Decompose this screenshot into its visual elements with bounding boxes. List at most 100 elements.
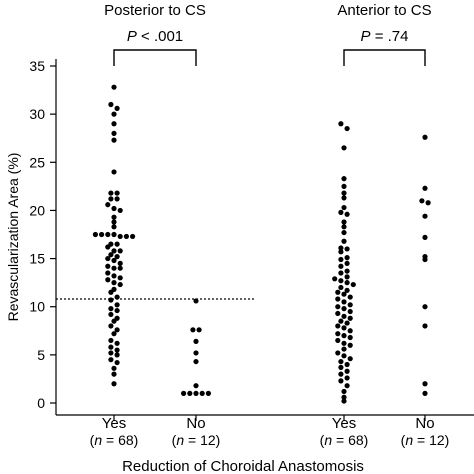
- significance-bracket-1: [343, 49, 426, 66]
- n-label-part: (: [172, 432, 177, 448]
- data-point: [338, 364, 344, 370]
- significance-bracket-0: [113, 49, 197, 66]
- data-point: [193, 350, 199, 356]
- data-point: [193, 383, 199, 389]
- data-point: [335, 323, 341, 329]
- data-point: [193, 390, 199, 396]
- plot-axes: [55, 59, 474, 416]
- data-point: [99, 231, 105, 238]
- data-point: [338, 278, 344, 284]
- data-point: [108, 311, 114, 318]
- n-label-part: = 68): [102, 432, 138, 448]
- data-point: [341, 398, 347, 404]
- x-category-labels: Yes(n = 68)No(n = 12)Yes(n = 68)No(n = 1…: [90, 415, 450, 448]
- group-n-label-1-1: (n = 12): [401, 432, 450, 448]
- data-points: [92, 84, 431, 404]
- p-symbol: P: [361, 28, 371, 45]
- data-point: [338, 270, 344, 276]
- data-point: [419, 198, 425, 204]
- data-point: [123, 233, 129, 240]
- data-point: [338, 249, 344, 255]
- group-label-1-0: Yes: [332, 415, 356, 432]
- data-point: [347, 356, 353, 362]
- data-point: [114, 347, 120, 353]
- data-point: [344, 287, 350, 293]
- data-point: [117, 275, 123, 281]
- n-label-part: (: [90, 432, 95, 448]
- data-point: [344, 274, 350, 280]
- data-point: [338, 371, 344, 377]
- data-point: [111, 286, 117, 292]
- data-point: [422, 134, 428, 140]
- data-point: [341, 291, 347, 297]
- data-point: [422, 323, 428, 329]
- n-label-part: = 68): [332, 432, 368, 448]
- data-point: [193, 338, 199, 344]
- data-point: [111, 273, 117, 279]
- x-axis-label: Reduction of Choroidal Anastomosis: [122, 458, 364, 474]
- data-point: [338, 284, 344, 291]
- data-point: [114, 294, 120, 300]
- group-label-1-1: No: [415, 415, 434, 432]
- y-tick-label-0: 0: [37, 395, 45, 411]
- data-point: [111, 111, 117, 117]
- data-point: [114, 352, 120, 358]
- data-point: [341, 224, 347, 230]
- y-tick-group: 0 5 10 15 20 25 30 35: [29, 58, 56, 411]
- data-point: [341, 353, 347, 359]
- data-point: [347, 328, 353, 334]
- data-point: [111, 205, 117, 212]
- n-label-part: (: [401, 432, 406, 448]
- y-tick-label-30: 30: [29, 106, 45, 122]
- n-label-part: (: [320, 432, 325, 448]
- data-point: [114, 302, 120, 308]
- p-value-text: = .74: [371, 28, 409, 45]
- n-label-part: n: [94, 432, 102, 448]
- data-point: [341, 394, 347, 400]
- data-point: [111, 265, 117, 271]
- data-point: [338, 378, 344, 384]
- data-point: [347, 294, 353, 300]
- data-point: [108, 241, 114, 247]
- panel-headers: Posterior to CS P < .001 Anterior to CS P =…: [104, 2, 432, 66]
- data-point: [347, 334, 353, 341]
- p-symbol: P: [127, 28, 137, 45]
- data-point: [341, 306, 347, 312]
- data-point: [347, 308, 353, 315]
- data-point: [344, 383, 350, 389]
- y-tick-label-10: 10: [29, 299, 45, 315]
- data-point: [114, 315, 120, 321]
- data-point: [341, 219, 347, 225]
- data-point: [105, 270, 111, 276]
- data-point: [193, 298, 199, 304]
- data-point: [114, 190, 120, 196]
- data-point: [193, 358, 199, 365]
- data-point: [341, 176, 347, 182]
- data-point: [108, 357, 114, 363]
- data-point: [117, 260, 123, 266]
- data-point: [341, 190, 347, 196]
- n-label-part: n: [405, 432, 413, 448]
- data-point: [108, 252, 114, 258]
- data-point: [422, 213, 428, 219]
- data-point: [350, 281, 356, 288]
- data-point: [111, 381, 117, 387]
- p-value-label-1: P = .74: [361, 28, 409, 45]
- group-label-0-0: Yes: [102, 415, 126, 432]
- data-point: [341, 346, 347, 352]
- data-point: [344, 368, 350, 374]
- data-point: [111, 121, 117, 127]
- data-point: [347, 342, 353, 348]
- data-point: [114, 340, 120, 346]
- data-point: [114, 254, 120, 260]
- data-point: [338, 263, 344, 269]
- data-point: [108, 344, 114, 350]
- data-point: [117, 207, 123, 214]
- data-point: [341, 229, 347, 236]
- data-point: [130, 233, 136, 240]
- data-point: [108, 323, 114, 329]
- data-point: [338, 209, 344, 215]
- data-point: [335, 310, 341, 317]
- data-point: [117, 265, 123, 271]
- group-label-0-1: No: [186, 415, 205, 432]
